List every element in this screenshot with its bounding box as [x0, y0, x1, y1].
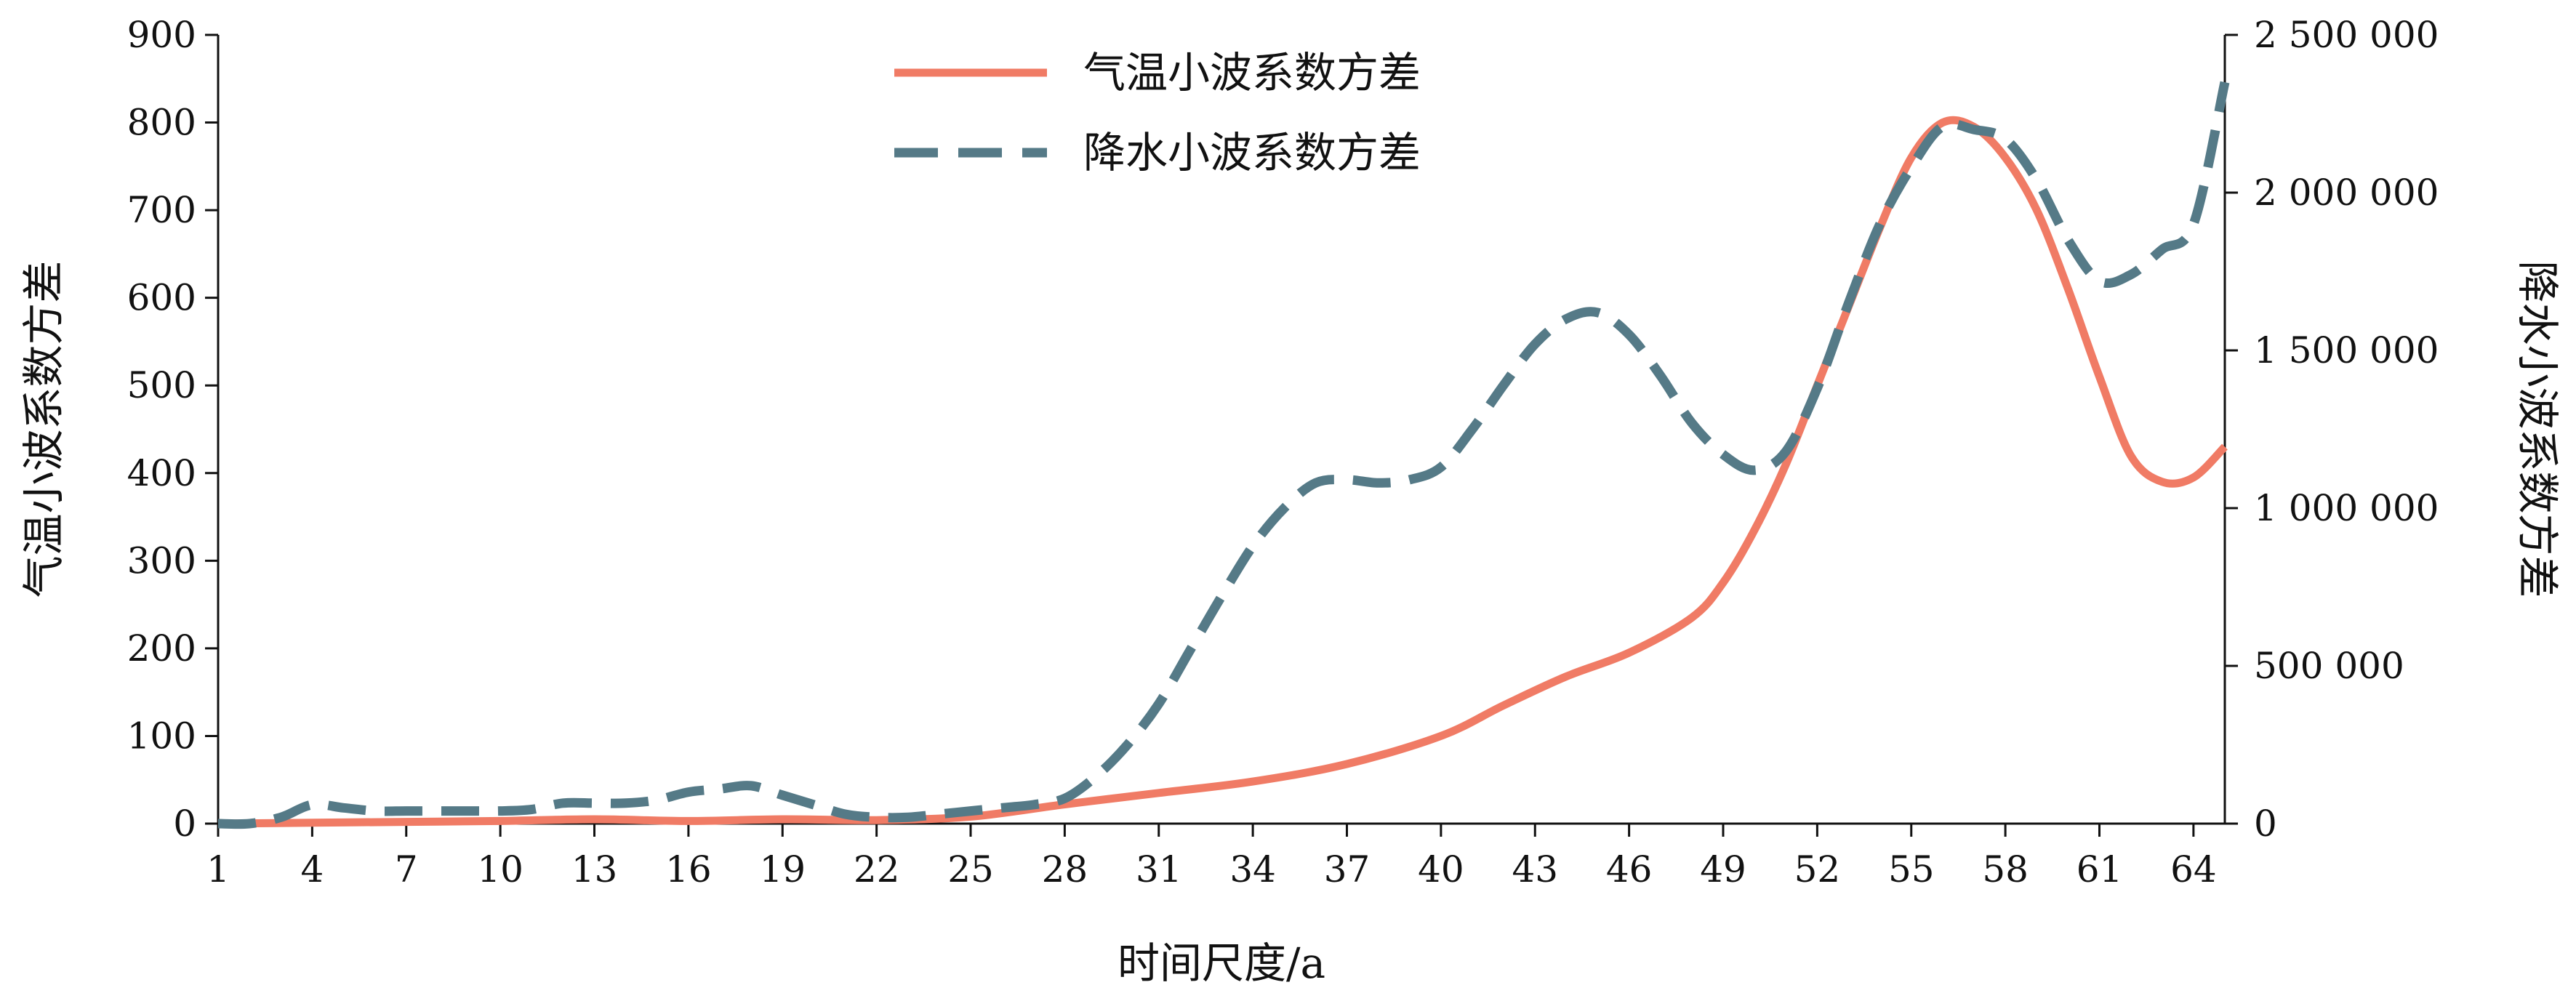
x-tick-label: 31: [1136, 848, 1182, 891]
x-tick-label: 4: [300, 848, 324, 891]
x-tick-label: 22: [854, 848, 900, 891]
x-tick-label: 55: [1888, 848, 1935, 891]
x-tick-label: 13: [571, 848, 618, 891]
left-y-tick-label: 800: [127, 102, 196, 144]
x-tick-label: 52: [1794, 848, 1841, 891]
right-y-tick-label: 2 500 000: [2254, 14, 2439, 56]
x-tick-label: 43: [1512, 848, 1558, 891]
x-tick-label: 61: [2077, 848, 2123, 891]
x-tick-label: 25: [947, 848, 994, 891]
x-tick-label: 1: [206, 848, 230, 891]
left-y-tick-label: 0: [173, 803, 196, 845]
left-y-tick-label: 200: [127, 627, 196, 670]
legend-label-1: 气温小波系数方差: [1083, 48, 1421, 97]
x-tick-label: 37: [1324, 848, 1371, 891]
left-y-tick-label: 500: [127, 364, 196, 406]
x-tick-label: 64: [2170, 848, 2217, 891]
left-y-tick-label: 600: [127, 277, 196, 319]
x-tick-label: 28: [1042, 848, 1088, 891]
x-tick-label: 40: [1418, 848, 1464, 891]
right-y-tick-label: 0: [2254, 803, 2277, 845]
right-y-tick-label: 500 000: [2254, 645, 2404, 687]
legend-label-2: 降水小波系数方差: [1083, 128, 1421, 177]
x-tick-label: 34: [1229, 848, 1276, 891]
x-tick-label: 46: [1606, 848, 1653, 891]
x-tick-label: 10: [477, 848, 523, 891]
right-y-tick-label: 2 000 000: [2254, 172, 2439, 214]
x-tick-label: 16: [665, 848, 712, 891]
x-tick-label: 7: [395, 848, 418, 891]
x-tick-label: 58: [1982, 848, 2029, 891]
left-y-tick-label: 100: [127, 715, 196, 757]
x-tick-label: 19: [759, 848, 806, 891]
precipitation-series-line: [217, 81, 2230, 829]
left-y-tick-label: 700: [127, 189, 196, 231]
left-y-tick-label: 400: [127, 452, 196, 494]
x-axis-title: 时间尺度/a: [1118, 938, 1325, 988]
left-y-axis-title: 气温小波系数方差: [19, 260, 68, 598]
left-y-tick-label: 300: [127, 539, 196, 582]
right-y-axis-title: 降水小波系数方差: [2513, 260, 2562, 598]
right-y-tick-label: 1 500 000: [2254, 329, 2439, 371]
right-y-tick-label: 1 000 000: [2254, 487, 2439, 529]
temperature-series-line: [217, 116, 2228, 828]
left-y-tick-label: 900: [127, 14, 196, 56]
x-tick-label: 49: [1700, 848, 1746, 891]
